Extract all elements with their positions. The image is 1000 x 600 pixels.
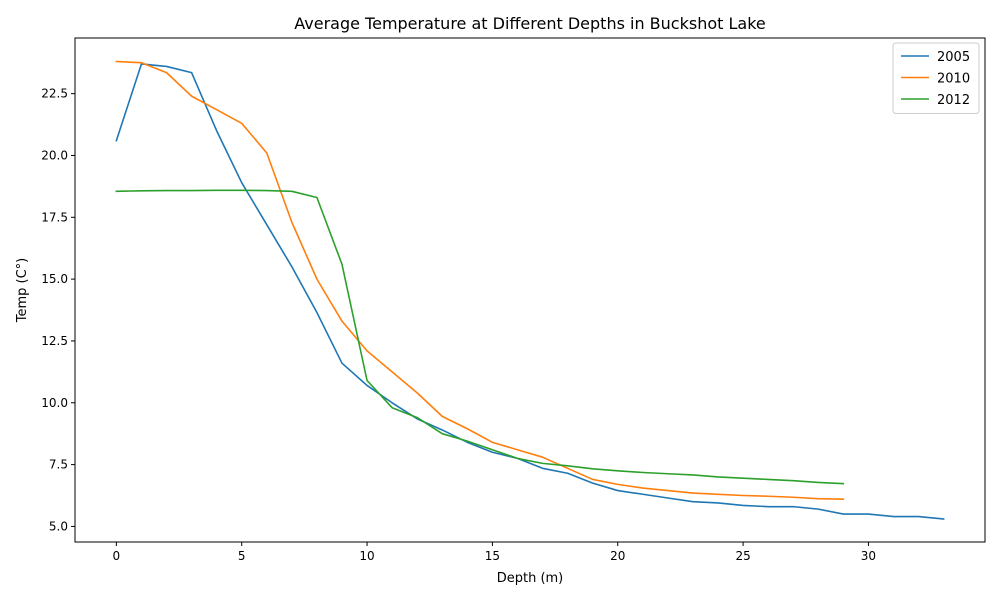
series-line-2005 [115,63,945,520]
series-line-2010 [115,60,845,501]
y-tick-label: 10.0 [41,396,68,410]
legend-label-2005: 2005 [937,50,970,65]
y-tick-label: 7.5 [49,458,68,472]
plot-area [74,37,986,543]
chart-title: Average Temperature at Different Depths … [294,14,765,33]
legend-label-2010: 2010 [937,72,970,87]
y-tick-label: 12.5 [41,334,68,348]
y-tick-label: 20.0 [41,148,68,162]
y-tick-label: 17.5 [41,210,68,224]
y-tick-label: 22.5 [41,87,68,101]
axes-frame [74,37,986,543]
y-axis-ticks: 5.0 7.5 10.0 12.5 15.0 17.5 20.0 22.5 [41,87,75,533]
x-axis-ticks: 0 5 10 15 20 25 30 [113,542,876,563]
y-axis-label: Temp (C°) [15,258,30,324]
y-tick-label: 15.0 [41,272,68,286]
x-tick-label: 0 [113,549,121,563]
x-tick-label: 5 [238,549,246,563]
x-tick-label: 25 [735,549,750,563]
legend-label-2012: 2012 [937,93,970,108]
x-axis-label: Depth (m) [497,571,564,586]
legend-box [892,42,980,114]
y-tick-label: 5.0 [49,519,68,533]
x-tick-label: 15 [485,549,500,563]
series-line-2012 [115,189,845,485]
series-lines [115,60,945,520]
x-tick-label: 30 [861,549,876,563]
x-tick-label: 10 [359,549,374,563]
legend: 2005 2010 2012 [892,42,980,114]
x-tick-label: 20 [610,549,625,563]
